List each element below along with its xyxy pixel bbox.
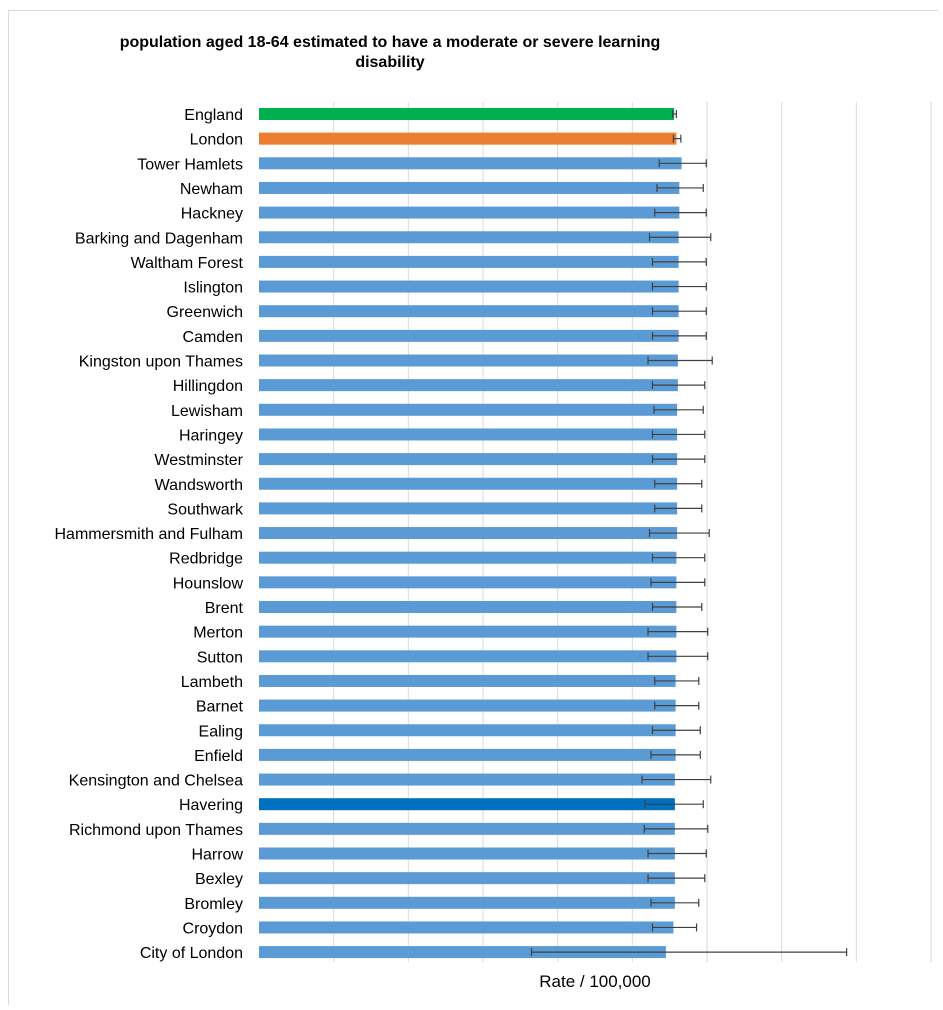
bar xyxy=(259,329,679,342)
bar xyxy=(259,748,676,761)
category-label: Merton xyxy=(193,625,243,642)
bar xyxy=(259,601,677,613)
bar xyxy=(259,576,677,589)
chart-frame xyxy=(8,10,938,1005)
bar xyxy=(259,502,678,515)
category-label: Hackney xyxy=(181,206,243,223)
category-label: Croydon xyxy=(183,920,243,937)
category-label: Haringey xyxy=(179,427,243,444)
bar xyxy=(259,724,676,737)
bar xyxy=(259,206,680,219)
bar xyxy=(259,453,678,466)
bar xyxy=(259,305,679,318)
category-label: Hammersmith and Fulham xyxy=(55,526,244,543)
bar xyxy=(259,354,678,367)
bar xyxy=(259,379,678,392)
category-label: Richmond upon Thames xyxy=(69,822,243,839)
category-label: Lambeth xyxy=(181,674,243,691)
category-label: Bexley xyxy=(195,871,243,888)
bar xyxy=(259,625,677,638)
category-label: Wandsworth xyxy=(155,477,243,494)
bar xyxy=(259,872,675,885)
bar xyxy=(259,921,674,934)
category-label: Barking and Dagenham xyxy=(75,230,243,247)
category-label: Hillingdon xyxy=(173,378,243,395)
category-label: Bromley xyxy=(184,896,243,913)
bar xyxy=(259,551,677,564)
category-label: Havering xyxy=(179,797,243,814)
bar xyxy=(259,699,676,712)
bar xyxy=(259,798,675,811)
bar xyxy=(259,181,680,194)
bar xyxy=(259,527,678,540)
category-label: London xyxy=(190,132,243,149)
category-label: City of London xyxy=(140,945,243,962)
category-label: Lewisham xyxy=(171,403,243,420)
bar xyxy=(259,896,675,909)
category-label: Waltham Forest xyxy=(131,255,244,272)
bar xyxy=(259,847,675,860)
bar xyxy=(259,280,679,293)
category-label: Redbridge xyxy=(169,551,243,568)
category-label: Enfield xyxy=(194,748,243,765)
bar xyxy=(259,477,678,490)
category-label: Newham xyxy=(180,181,243,198)
category-label: Islington xyxy=(183,280,243,297)
bar xyxy=(259,650,677,663)
bar xyxy=(259,428,678,441)
category-label: Camden xyxy=(183,329,243,346)
category-label: Kensington and Chelsea xyxy=(69,773,243,790)
category-label: Harrow xyxy=(191,847,243,864)
category-label: Brent xyxy=(205,600,244,617)
category-label: England xyxy=(184,107,243,124)
bar xyxy=(259,773,675,786)
bar xyxy=(259,403,678,416)
category-label: Greenwich xyxy=(167,304,243,321)
bar xyxy=(259,822,675,835)
category-label: Ealing xyxy=(199,723,243,740)
category-label: Southwark xyxy=(167,501,244,518)
category-label: Westminster xyxy=(154,452,243,469)
chart-title: population aged 18-64 estimated to have … xyxy=(119,34,661,71)
bar xyxy=(259,231,679,244)
bar xyxy=(259,674,676,687)
bar xyxy=(259,108,675,120)
category-label: Kingston upon Thames xyxy=(79,354,243,371)
category-label: Barnet xyxy=(196,699,244,716)
category-label: Tower Hamlets xyxy=(137,156,243,173)
bar xyxy=(259,946,666,959)
category-label: Hounslow xyxy=(173,575,244,592)
bar xyxy=(259,255,679,268)
x-axis-label: Rate / 100,000 xyxy=(539,972,651,991)
category-label: Sutton xyxy=(197,649,243,666)
bar xyxy=(259,157,682,170)
bar xyxy=(259,132,677,145)
